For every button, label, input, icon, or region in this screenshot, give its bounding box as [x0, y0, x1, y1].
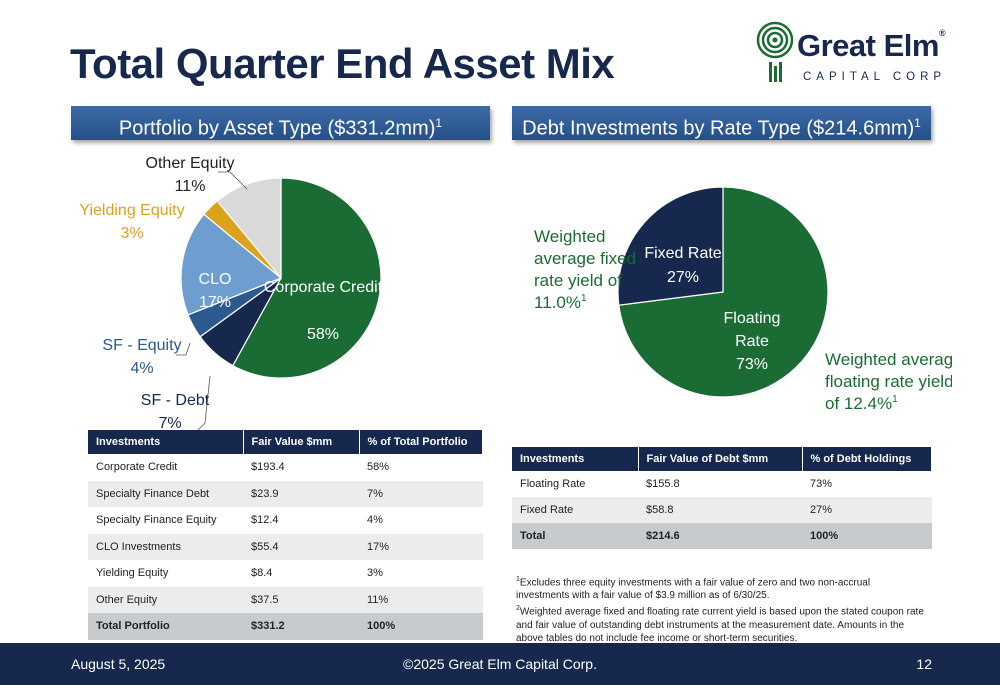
label-fixed-rate: Fixed Rate — [644, 245, 721, 262]
table-row: Corporate Credit $193.4 58% — [96, 461, 390, 474]
label-sf-equity: SF - Equity — [102, 337, 181, 354]
label-yielding-equity-pct: 3% — [120, 225, 143, 242]
debt-rate-type-banner: Debt Investments by Rate Type ($214.6mm)… — [512, 106, 931, 140]
label-clo: CLO — [199, 271, 232, 288]
table-row: CLO Investments $55.4 17% — [88, 533, 483, 560]
label-sf-debt: SF - Debt — [141, 392, 210, 409]
table-row: Other Equity $37.5 11% — [88, 586, 483, 613]
floating-yield-annotation: Weighted average floating rate yield of … — [825, 350, 952, 413]
pie-slice-other-equity — [216, 177, 282, 280]
col-header-fair-value: Fair Value $mm — [243, 430, 360, 454]
logo-name: Great Elm® — [797, 28, 946, 63]
label-floating-rate-pct: 73% — [736, 356, 768, 373]
col-header-investments: Investments — [512, 447, 639, 471]
footnote-1: 1Excludes three equity investments with … — [516, 576, 871, 602]
col-header-investments: Investments — [88, 430, 244, 454]
registered-mark: ® — [938, 28, 946, 38]
table-row: Floating Rate $155.8 73% — [520, 478, 833, 490]
debt-rate-table: Investments Fair Value of Debt $mm % of … — [512, 447, 932, 549]
portfolio-asset-type-banner: Portfolio by Asset Type ($331.2mm)1 — [71, 106, 490, 140]
pie-slice-corporate-credit — [232, 177, 382, 379]
company-logo: Great Elm® CAPITAL CORP — [755, 18, 947, 88]
label-corporate-credit-pct: 58% — [307, 326, 339, 343]
table-row: Fixed Rate $58.8 27% — [512, 497, 932, 523]
svg-text:average fixed: average fixed — [534, 249, 636, 268]
footnotes: 1Excludes three equity investments with … — [516, 573, 926, 645]
label-corporate-credit: Corporate Credit — [264, 279, 383, 296]
rate-type-pie-chart: Fixed Rate 27% Floating Rate 73% Weighte… — [534, 186, 952, 413]
pie-slice-clo — [180, 213, 283, 316]
svg-text:Weighted: Weighted — [534, 227, 606, 246]
label-sf-debt-pct: 7% — [158, 415, 181, 432]
label-floating-rate: Floating — [724, 310, 781, 327]
table-total-row: Total $214.6 100% — [512, 523, 932, 549]
label-yielding-equity: Yielding Equity — [79, 202, 184, 219]
fixed-yield-annotation: Weighted average fixed rate yield of 11.… — [534, 227, 636, 312]
table-row: Specialty Finance Equity $12.4 4% — [96, 514, 383, 527]
logo-subtitle: CAPITAL CORP — [803, 71, 947, 83]
col-header-pct-portfolio: % of Total Portfolio — [359, 430, 483, 454]
table-row: Specialty Finance Debt $23.9 7% — [88, 480, 483, 507]
label-sf-equity-pct: 4% — [130, 360, 153, 377]
pie-slice-fixed-rate — [617, 186, 724, 306]
table-row: Yielding Equity $8.4 3% — [96, 567, 383, 580]
svg-text:Weighted average: Weighted average — [825, 350, 952, 369]
great-elm-logo-icon — [756, 21, 794, 82]
col-header-fair-value-debt: Fair Value of Debt $mm — [638, 447, 803, 471]
svg-text:floating rate yield: floating rate yield — [825, 372, 952, 391]
svg-text:of 12.4%1: of 12.4%1 — [825, 394, 898, 413]
label-fixed-rate-pct: 27% — [667, 269, 699, 286]
svg-text:11.0%1: 11.0%1 — [534, 293, 587, 312]
asset-type-pie-chart: Corporate Credit 58% CLO 17% Other Equit… — [79, 155, 383, 432]
portfolio-asset-table: Investments Fair Value $mm % of Total Po… — [88, 430, 483, 640]
table-total-row: Total Portfolio $331.2 100% — [88, 613, 483, 640]
label-floating-rate-2: Rate — [735, 333, 769, 350]
page-title: Total Quarter End Asset Mix — [70, 40, 615, 87]
table-header-row: Investments Fair Value $mm % of Total Po… — [88, 430, 483, 454]
sf-debt-leader-line — [197, 375, 211, 431]
table-header-row: Investments Fair Value of Debt $mm % of … — [512, 447, 932, 471]
sf-equity-leader-line — [176, 342, 191, 356]
other-equity-leader-line — [218, 171, 248, 190]
footnote-2: 2Weighted average fixed and floating rat… — [516, 605, 924, 644]
label-clo-pct: 17% — [199, 294, 231, 311]
svg-text:rate yield of: rate yield of — [534, 271, 622, 290]
footer-date: August 5, 2025 — [71, 656, 166, 672]
page-number: 12 — [916, 656, 932, 672]
label-other-equity-pct: 11% — [175, 178, 206, 195]
footer-copyright: ©2025 Great Elm Capital Corp. — [403, 656, 597, 672]
col-header-pct-debt: % of Debt Holdings — [802, 447, 932, 471]
label-other-equity: Other Equity — [146, 155, 235, 172]
footer-bar: ©2025 Great Elm Capital Corp. August 5, … — [0, 643, 1000, 685]
